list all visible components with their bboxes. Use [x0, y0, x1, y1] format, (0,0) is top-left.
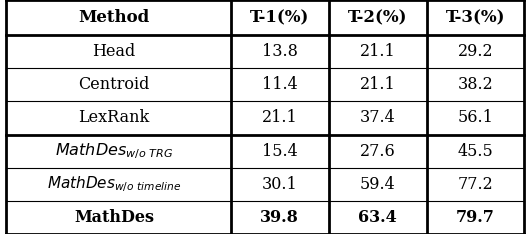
Text: 13.8: 13.8 — [262, 43, 298, 60]
Text: 15.4: 15.4 — [262, 143, 298, 160]
Text: Centroid: Centroid — [78, 76, 149, 93]
Text: T-2(%): T-2(%) — [348, 9, 407, 26]
Text: 21.1: 21.1 — [359, 43, 395, 60]
Text: 29.2: 29.2 — [457, 43, 493, 60]
Text: MathDes: MathDes — [74, 209, 154, 226]
Text: $\mathit{MathDes}_{\mathit{w/o}\ \mathit{timeline}}$: $\mathit{MathDes}_{\mathit{w/o}\ \mathit… — [47, 174, 181, 194]
Text: 37.4: 37.4 — [359, 110, 395, 126]
Text: 30.1: 30.1 — [262, 176, 298, 193]
Text: 38.2: 38.2 — [457, 76, 493, 93]
Text: 27.6: 27.6 — [359, 143, 395, 160]
Text: Method: Method — [78, 9, 149, 26]
Text: 21.1: 21.1 — [262, 110, 298, 126]
Text: 56.1: 56.1 — [457, 110, 493, 126]
Text: T-1(%): T-1(%) — [250, 9, 310, 26]
Text: LexRank: LexRank — [78, 110, 149, 126]
Text: 39.8: 39.8 — [260, 209, 299, 226]
Text: 79.7: 79.7 — [456, 209, 495, 226]
Text: T-3(%): T-3(%) — [446, 9, 505, 26]
Text: 11.4: 11.4 — [262, 76, 298, 93]
Text: 59.4: 59.4 — [359, 176, 395, 193]
Text: Head: Head — [92, 43, 136, 60]
Text: 21.1: 21.1 — [359, 76, 395, 93]
Text: 45.5: 45.5 — [457, 143, 493, 160]
Text: 77.2: 77.2 — [457, 176, 493, 193]
Text: $\mathit{MathDes}_{\mathit{w/o}\ \mathit{TRG}}$: $\mathit{MathDes}_{\mathit{w/o}\ \mathit… — [55, 141, 173, 161]
Text: 63.4: 63.4 — [358, 209, 397, 226]
